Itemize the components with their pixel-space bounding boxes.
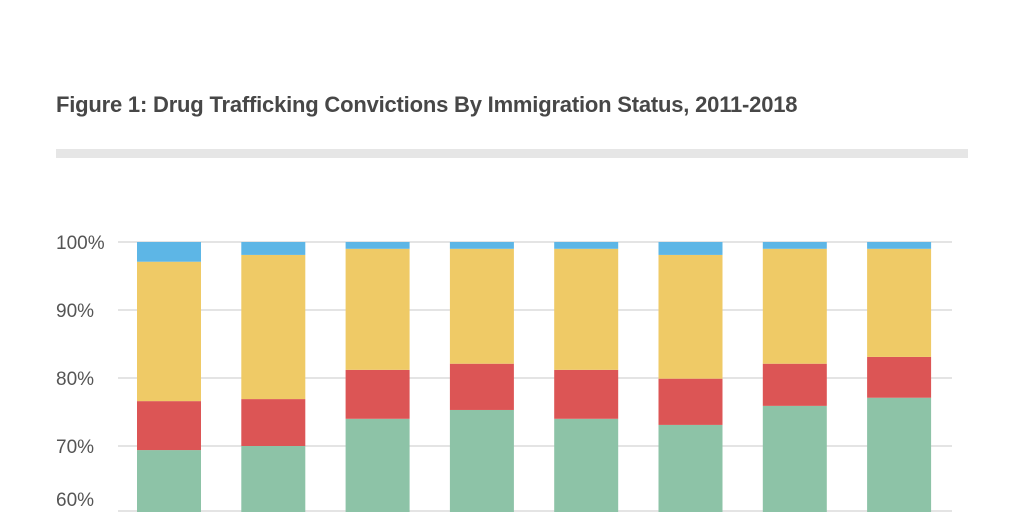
bar-segment-series-1 — [554, 418, 619, 512]
y-tick-label: 100% — [56, 233, 105, 254]
bar-segment-series-3 — [554, 248, 619, 370]
y-tick-label: 90% — [56, 301, 94, 322]
bar-segment-series-3 — [345, 248, 410, 370]
bar-segment-series-4 — [449, 242, 514, 249]
bar-segment-series-3 — [449, 248, 514, 364]
bar-segment-series-4 — [867, 242, 932, 249]
title-divider — [56, 149, 968, 158]
bar-segment-series-3 — [762, 248, 827, 364]
bar-segment-series-2 — [345, 369, 410, 419]
bar-segment-series-1 — [137, 450, 201, 512]
y-tick-label: 60% — [56, 490, 94, 511]
y-tick-label: 80% — [56, 369, 94, 390]
bar-segment-series-2 — [241, 399, 306, 446]
bar-segment-series-4 — [345, 242, 410, 249]
bar-segment-series-4 — [658, 242, 723, 255]
bar-segment-series-1 — [345, 418, 410, 512]
bar-segment-series-1 — [241, 446, 306, 512]
bar-segment-series-3 — [658, 254, 723, 379]
bar-segment-series-1 — [762, 405, 827, 512]
bar-segment-series-2 — [867, 356, 932, 398]
bar-segment-series-2 — [554, 369, 619, 419]
bar-segment-series-2 — [449, 363, 514, 410]
chart-title: Figure 1: Drug Trafficking Convictions B… — [56, 92, 798, 117]
bar-segment-series-3 — [137, 261, 201, 402]
bar-segment-series-4 — [241, 242, 306, 255]
bar-segment-series-2 — [658, 378, 723, 425]
bar-segment-series-4 — [554, 242, 619, 249]
bar-segment-series-1 — [658, 424, 723, 512]
bar-segment-series-1 — [449, 409, 514, 512]
bar-segment-series-3 — [241, 254, 306, 400]
bar-segment-series-2 — [137, 401, 201, 451]
bar-segment-series-4 — [762, 242, 827, 249]
bar-segment-series-3 — [867, 248, 932, 357]
bar-segment-series-4 — [137, 242, 201, 262]
bar-segment-series-1 — [867, 397, 932, 512]
y-tick-label: 70% — [56, 437, 94, 458]
bar-segment-series-2 — [762, 363, 827, 406]
